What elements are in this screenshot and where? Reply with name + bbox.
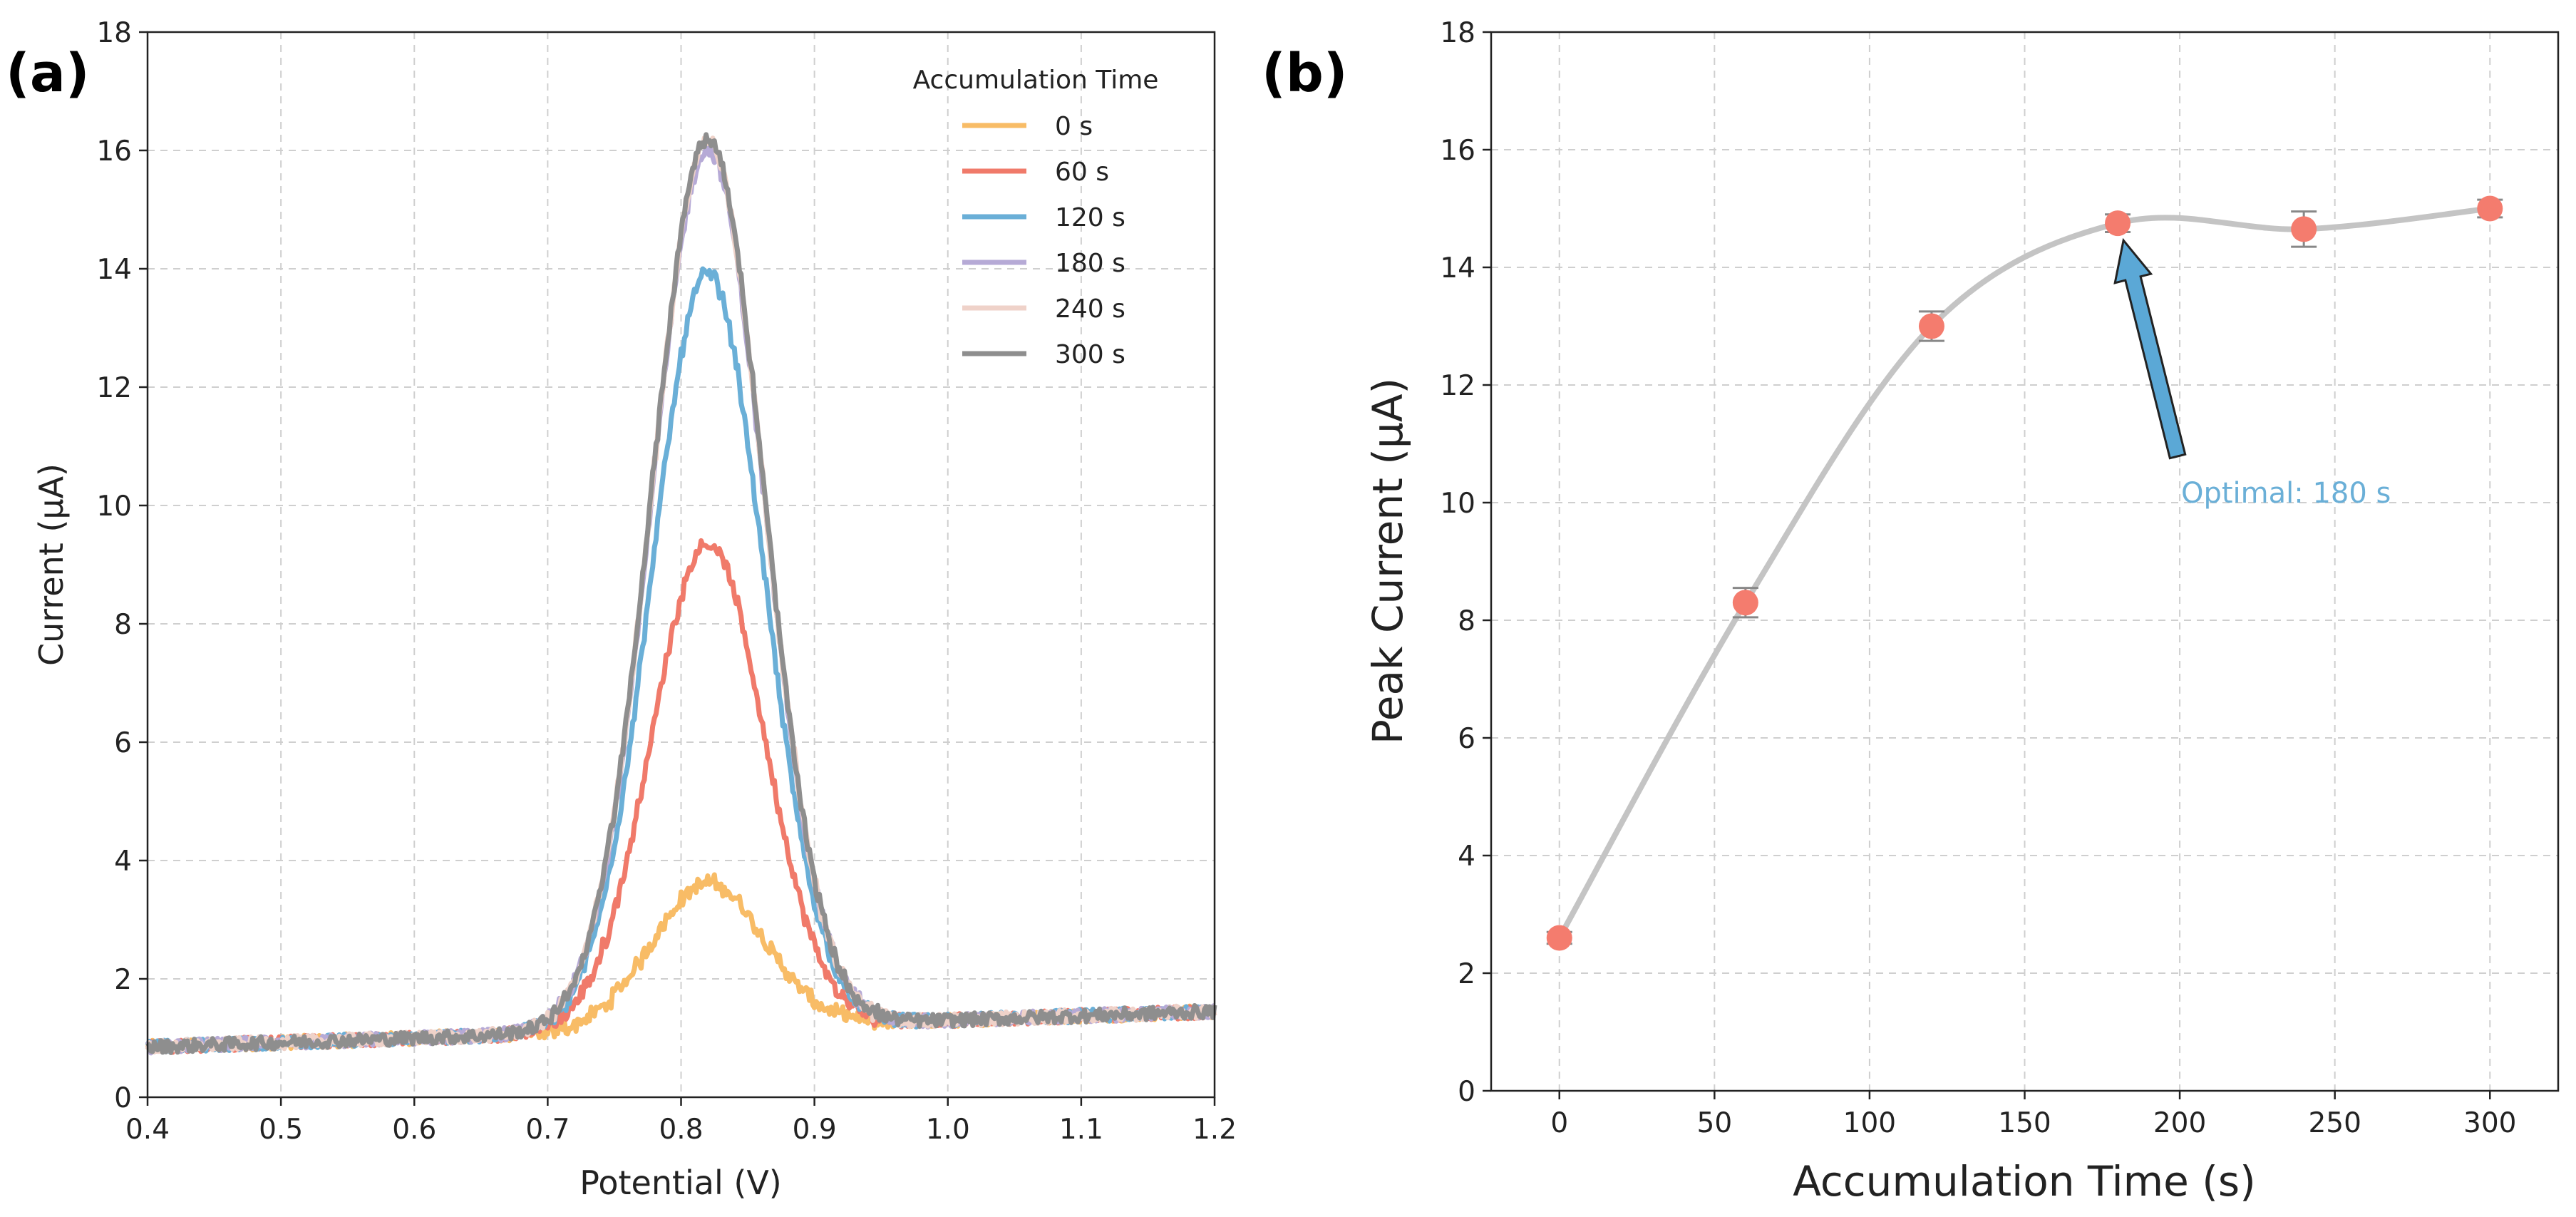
y-tick-label: 8 [1458,605,1475,637]
x-tick-label: 0.6 [392,1114,436,1146]
chart-b-points [1546,195,2503,951]
x-tick-label: 50 [1697,1107,1733,1139]
y-tick-label: 18 [96,17,132,49]
x-tick-label: 150 [1998,1107,2051,1139]
x-tick-label: 250 [2308,1107,2361,1139]
chart-b-grid [1491,32,2558,1091]
x-tick-label: 0.8 [659,1114,703,1146]
data-point [2477,195,2503,222]
chart-a-xlabel: Potential (V) [579,1164,782,1202]
annotation-text: Optimal: 180 s [2181,477,2391,510]
x-tick-label: 0.4 [125,1114,170,1146]
x-tick-label: 0.7 [525,1114,570,1146]
x-tick-label: 0 [1550,1107,1568,1139]
x-tick-label: 1.0 [926,1114,970,1146]
y-tick-label: 10 [1440,488,1475,520]
legend-label: 60 s [1055,158,1109,187]
x-tick-label: 300 [2463,1107,2516,1139]
annotation: Optimal: 180 s [2113,237,2391,510]
series-line-300s [145,132,1217,1055]
y-tick-label: 6 [1458,723,1475,755]
y-tick-label: 0 [114,1082,132,1114]
legend-title: Accumulation Time [913,66,1159,95]
x-tick-label: 1.1 [1059,1114,1103,1146]
legend-label: 120 s [1055,203,1125,232]
y-tick-label: 10 [96,491,132,523]
chart-b-xlabel: Accumulation Time (s) [1793,1157,2256,1206]
legend-label: 0 s [1055,112,1093,141]
legend-label: 240 s [1055,294,1125,324]
data-point [2291,216,2317,242]
chart-a: 0.4 0.5 0.6 0.7 0.8 0.9 1.0 1.1 1.2 0 2 4 6 8 10 12 14 16… [32,17,1237,1202]
legend-label: 300 s [1055,340,1125,369]
chart-a-ylabel: Current (μA) [32,463,71,666]
y-tick-label: 16 [96,135,132,168]
y-tick-label: 8 [114,609,132,641]
y-tick-label: 6 [114,727,132,759]
chart-a-legend: Accumulation Time 0 s 60 s 120 s 180 s 240 s… [913,66,1159,369]
data-point [1546,925,1572,951]
chart-a-series [145,132,1217,1056]
y-tick-label: 2 [114,964,132,996]
y-tick-label: 12 [96,372,132,404]
chart-b-ticks: 0 50 100 150 200 250 300 0 2 4 6 8 10 12 14 16 18 [1440,17,2516,1139]
y-tick-label: 4 [1458,841,1475,873]
chart-b-ylabel: Peak Current (μA) [1364,378,1412,744]
y-tick-label: 16 [1440,135,1475,167]
data-point [2105,210,2131,237]
arrow-icon [2113,237,2187,460]
y-tick-label: 0 [1458,1076,1475,1108]
chart-a-ticks: 0.4 0.5 0.6 0.7 0.8 0.9 1.0 1.1 1.2 0 2 4 6 8 10 12 14 16… [96,17,1237,1146]
x-tick-label: 100 [1843,1107,1896,1139]
y-tick-label: 18 [1440,17,1475,49]
x-tick-label: 0.5 [259,1114,303,1146]
x-tick-label: 0.9 [793,1114,837,1146]
y-tick-label: 2 [1458,958,1475,990]
x-tick-label: 200 [2153,1107,2206,1139]
chart-b: 0 50 100 150 200 250 300 0 2 4 6 8 10 12 14 16 18 Accumu… [1364,17,2560,1206]
data-point [1918,313,1944,339]
y-tick-label: 14 [1440,252,1475,284]
panel-label-a: (a) [6,43,90,104]
panel-label-b: (b) [1262,43,1348,104]
y-tick-label: 12 [1440,370,1475,402]
data-point [1732,590,1758,616]
legend-label: 180 s [1055,249,1125,278]
y-tick-label: 14 [96,254,132,286]
y-tick-label: 4 [114,846,132,878]
x-tick-label: 1.2 [1192,1114,1237,1146]
chart-a-grid [148,32,1215,1097]
